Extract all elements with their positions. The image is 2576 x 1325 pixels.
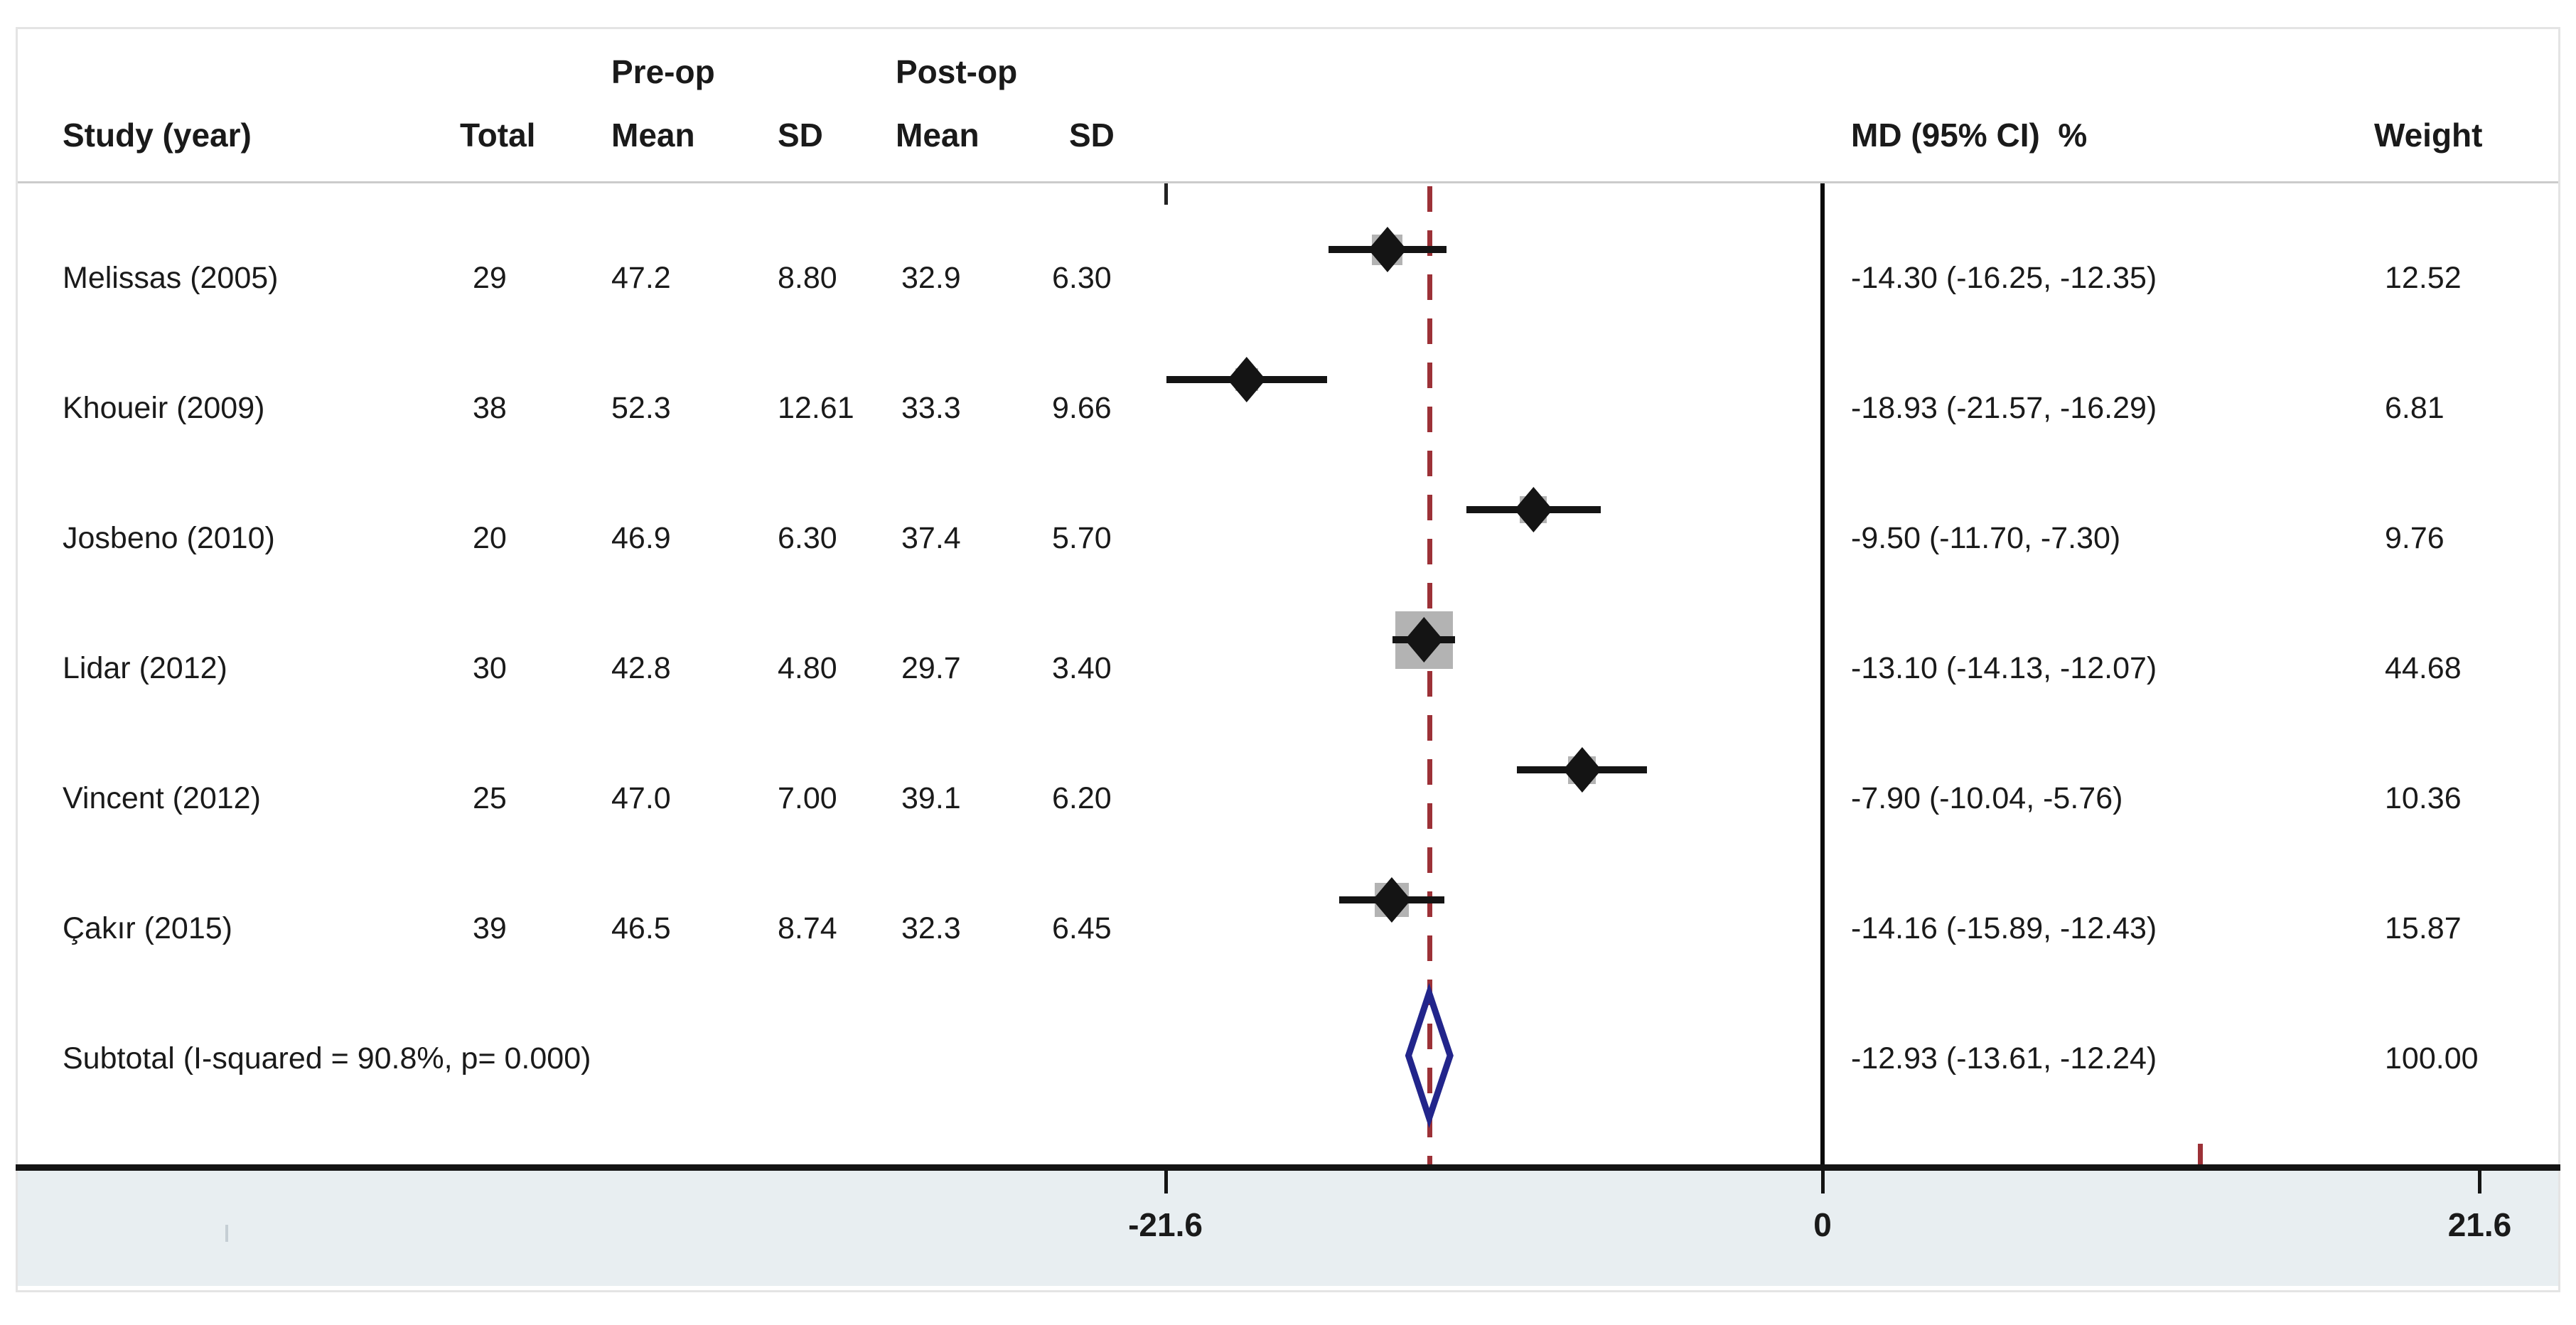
subtotal-label: Subtotal (I-squared = 90.8%, p= 0.000) — [63, 1041, 591, 1075]
postop-mean-value: 33.3 — [901, 391, 961, 425]
study-label: Çakır (2015) — [63, 911, 232, 945]
axis-tick — [2478, 1171, 2482, 1193]
preop-sd-value: 12.61 — [778, 391, 854, 425]
postop-mean-value: 32.9 — [901, 261, 961, 295]
weight-value: 44.68 — [2385, 651, 2462, 685]
preop-sd-value: 6.30 — [778, 521, 837, 555]
col-header-sd1: SD — [778, 117, 823, 154]
stray-mark — [225, 1225, 228, 1242]
col-header-preop: Pre-op — [611, 53, 715, 90]
x-axis-line — [16, 1164, 2560, 1171]
col-header-postop-mean: Mean — [896, 117, 980, 154]
postop-sd-value: 5.70 — [1052, 521, 1112, 555]
postop-mean-value: 29.7 — [901, 651, 961, 685]
study-label: Khoueir (2009) — [63, 391, 265, 425]
study-label: Vincent (2012) — [63, 781, 261, 815]
total-value: 20 — [473, 521, 507, 555]
total-value: 29 — [473, 261, 507, 295]
preop-mean-value: 47.0 — [611, 781, 671, 815]
axis-tick-label: -21.6 — [1128, 1206, 1203, 1243]
col-header-postop: Post-op — [896, 53, 1018, 90]
postop-sd-value: 6.20 — [1052, 781, 1112, 815]
axis-label-band — [18, 1170, 2558, 1286]
postop-mean-value: 39.1 — [901, 781, 961, 815]
col-header-total: Total — [460, 117, 536, 154]
col-header-weight: Weight — [2374, 117, 2483, 154]
md-ci-value: -7.90 (-10.04, -5.76) — [1851, 781, 2123, 815]
weight-value: 6.81 — [2385, 391, 2444, 425]
postop-mean-value: 37.4 — [901, 521, 961, 555]
subtotal-md-ci-value: -12.93 (-13.61, -12.24) — [1851, 1041, 2157, 1075]
figure-frame — [16, 27, 2560, 1292]
md-ci-value: -18.93 (-21.57, -16.29) — [1851, 391, 2157, 425]
preop-mean-value: 46.9 — [611, 521, 671, 555]
md-ci-value: -14.16 (-15.89, -12.43) — [1851, 911, 2157, 945]
study-label: Josbeno (2010) — [63, 521, 275, 555]
total-value: 25 — [473, 781, 507, 815]
postop-sd-value: 9.66 — [1052, 391, 1112, 425]
postop-mean-value: 32.3 — [901, 911, 961, 945]
preop-sd-value: 8.74 — [778, 911, 837, 945]
md-ci-value: -14.30 (-16.25, -12.35) — [1851, 261, 2157, 295]
zero-reference-line — [1820, 183, 1825, 1167]
preop-sd-value: 4.80 — [778, 651, 837, 685]
md-ci-value: -13.10 (-14.13, -12.07) — [1851, 651, 2157, 685]
preop-mean-value: 52.3 — [611, 391, 671, 425]
preop-mean-value: 42.8 — [611, 651, 671, 685]
preop-mean-value: 47.2 — [611, 261, 671, 295]
total-value: 39 — [473, 911, 507, 945]
axis-tick-label: 21.6 — [2447, 1206, 2512, 1243]
study-label: Lidar (2012) — [63, 651, 227, 685]
postop-sd-value: 6.30 — [1052, 261, 1112, 295]
top-axis-tick — [1164, 183, 1168, 205]
preop-mean-value: 46.5 — [611, 911, 671, 945]
preop-sd-value: 7.00 — [778, 781, 837, 815]
postop-sd-value: 6.45 — [1052, 911, 1112, 945]
col-header-study: Study (year) — [63, 117, 252, 154]
header-divider — [18, 181, 2558, 183]
postop-sd-value: 3.40 — [1052, 651, 1112, 685]
weight-value: 10.36 — [2385, 781, 2462, 815]
col-header-preop-mean: Mean — [611, 117, 695, 154]
col-header-sd2: SD — [1069, 117, 1115, 154]
study-label: Melissas (2005) — [63, 261, 279, 295]
axis-red-mark — [2197, 1144, 2203, 1164]
weight-value: 9.76 — [2385, 521, 2444, 555]
preop-sd-value: 8.80 — [778, 261, 837, 295]
md-ci-value: -9.50 (-11.70, -7.30) — [1851, 521, 2121, 555]
pooled-estimate-dashed-line — [1427, 186, 1432, 1166]
axis-tick — [1821, 1171, 1825, 1193]
total-value: 38 — [473, 391, 507, 425]
total-value: 30 — [473, 651, 507, 685]
weight-value: 12.52 — [2385, 261, 2462, 295]
subtotal-weight-value: 100.00 — [2385, 1041, 2479, 1075]
col-header-md: MD (95% CI) % — [1851, 117, 2088, 154]
axis-tick-label: 0 — [1813, 1206, 1832, 1243]
weight-value: 15.87 — [2385, 911, 2462, 945]
axis-tick — [1164, 1171, 1168, 1193]
